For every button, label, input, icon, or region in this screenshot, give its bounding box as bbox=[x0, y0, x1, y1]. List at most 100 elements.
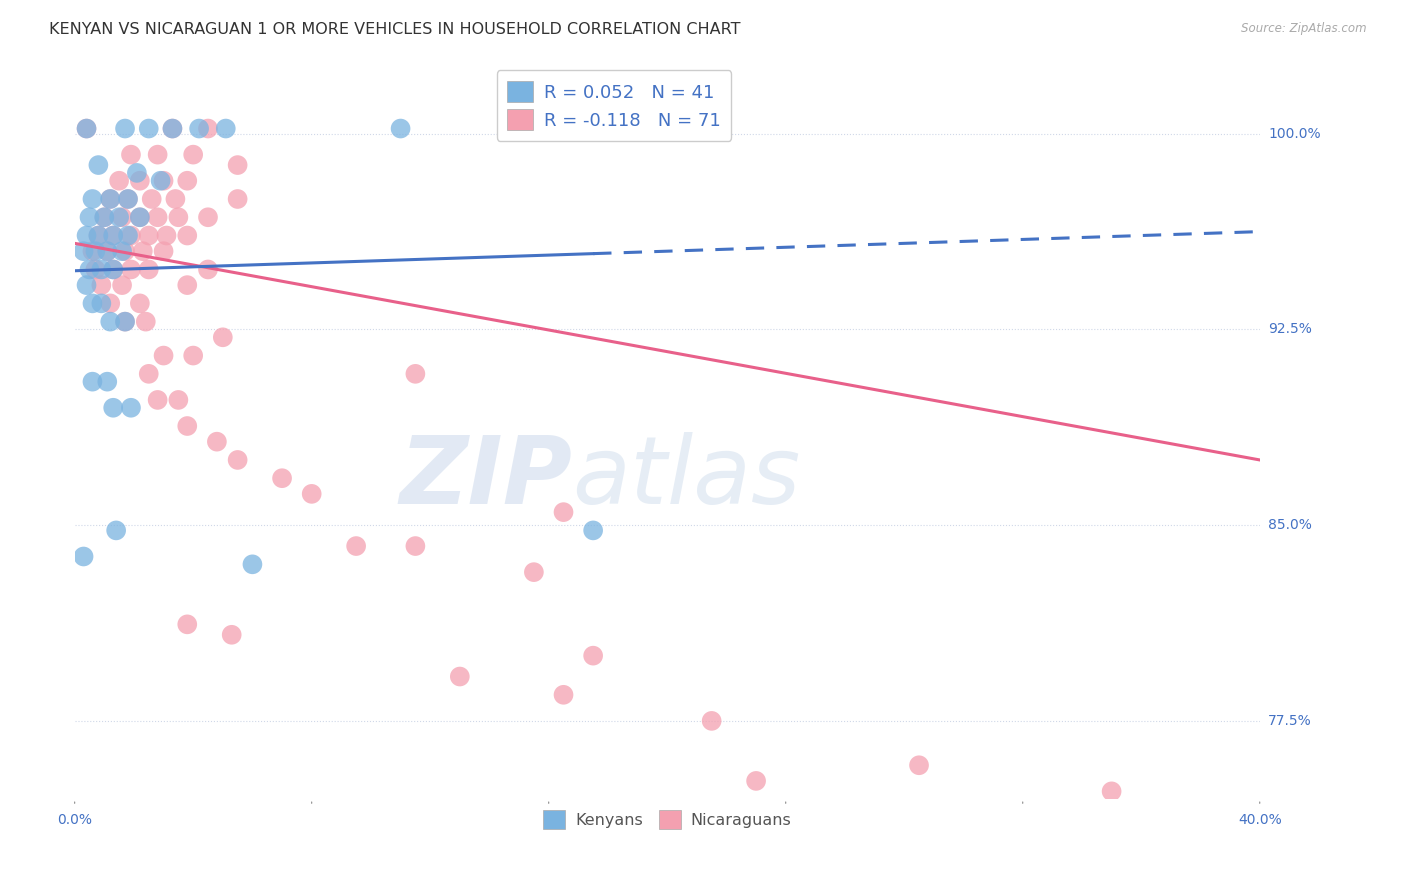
Point bbox=[117, 192, 139, 206]
Point bbox=[96, 375, 118, 389]
Text: 92.5%: 92.5% bbox=[1268, 323, 1312, 336]
Point bbox=[90, 262, 112, 277]
Point bbox=[404, 367, 426, 381]
Point bbox=[128, 211, 150, 225]
Point bbox=[87, 228, 110, 243]
Point bbox=[87, 158, 110, 172]
Point bbox=[167, 211, 190, 225]
Point bbox=[117, 192, 139, 206]
Point bbox=[908, 758, 931, 772]
Point bbox=[344, 539, 367, 553]
Point bbox=[197, 262, 219, 277]
Point bbox=[93, 211, 115, 225]
Point bbox=[93, 211, 115, 225]
Point bbox=[162, 121, 184, 136]
Point bbox=[700, 714, 723, 728]
Point bbox=[103, 262, 125, 277]
Text: 85.0%: 85.0% bbox=[1268, 518, 1312, 533]
Point bbox=[271, 471, 294, 485]
Point bbox=[226, 453, 249, 467]
Text: KENYAN VS NICARAGUAN 1 OR MORE VEHICLES IN HOUSEHOLD CORRELATION CHART: KENYAN VS NICARAGUAN 1 OR MORE VEHICLES … bbox=[49, 22, 741, 37]
Text: 77.5%: 77.5% bbox=[1268, 714, 1312, 728]
Point bbox=[82, 244, 104, 259]
Point bbox=[128, 174, 150, 188]
Text: Source: ZipAtlas.com: Source: ZipAtlas.com bbox=[1241, 22, 1367, 36]
Point bbox=[98, 192, 121, 206]
Point bbox=[96, 244, 118, 259]
Point bbox=[176, 617, 198, 632]
Point bbox=[221, 628, 243, 642]
Point bbox=[117, 228, 139, 243]
Point bbox=[132, 244, 155, 259]
Point bbox=[582, 524, 605, 538]
Point bbox=[138, 228, 160, 243]
Point bbox=[111, 211, 134, 225]
Point bbox=[138, 121, 160, 136]
Text: 100.0%: 100.0% bbox=[1268, 127, 1320, 141]
Point bbox=[128, 211, 150, 225]
Legend: Kenyans, Nicaraguans: Kenyans, Nicaraguans bbox=[537, 804, 797, 835]
Point bbox=[98, 296, 121, 310]
Text: 40.0%: 40.0% bbox=[1237, 814, 1282, 827]
Point bbox=[103, 228, 125, 243]
Point bbox=[82, 375, 104, 389]
Point bbox=[103, 262, 125, 277]
Point bbox=[114, 315, 136, 329]
Point bbox=[111, 244, 134, 259]
Point bbox=[553, 505, 575, 519]
Point bbox=[90, 278, 112, 293]
Point bbox=[155, 228, 177, 243]
Point bbox=[76, 228, 98, 243]
Point bbox=[76, 278, 98, 293]
Point bbox=[188, 121, 211, 136]
Point bbox=[389, 121, 412, 136]
Point bbox=[215, 121, 238, 136]
Point bbox=[1101, 784, 1123, 798]
Point bbox=[404, 539, 426, 553]
Point bbox=[226, 158, 249, 172]
Point bbox=[181, 349, 204, 363]
Point bbox=[72, 549, 94, 564]
Point bbox=[449, 669, 471, 683]
Point bbox=[176, 278, 198, 293]
Point bbox=[181, 147, 204, 161]
Point bbox=[205, 434, 228, 449]
Point bbox=[79, 211, 101, 225]
Point bbox=[120, 147, 142, 161]
Point bbox=[72, 244, 94, 259]
Point bbox=[114, 315, 136, 329]
Point bbox=[76, 121, 98, 136]
Point bbox=[146, 211, 169, 225]
Point bbox=[90, 296, 112, 310]
Point bbox=[149, 174, 172, 188]
Point bbox=[125, 166, 148, 180]
Point bbox=[553, 688, 575, 702]
Point bbox=[176, 174, 198, 188]
Point bbox=[98, 192, 121, 206]
Point bbox=[242, 558, 264, 572]
Point bbox=[84, 262, 107, 277]
Point bbox=[523, 565, 546, 579]
Point bbox=[120, 401, 142, 415]
Point bbox=[197, 121, 219, 136]
Point bbox=[176, 419, 198, 434]
Point bbox=[301, 487, 323, 501]
Point bbox=[165, 192, 187, 206]
Point bbox=[114, 121, 136, 136]
Point bbox=[141, 192, 163, 206]
Point bbox=[108, 211, 131, 225]
Point bbox=[745, 773, 768, 788]
Point bbox=[162, 121, 184, 136]
Point bbox=[197, 211, 219, 225]
Point bbox=[226, 192, 249, 206]
Point bbox=[111, 278, 134, 293]
Point bbox=[103, 228, 125, 243]
Point bbox=[120, 262, 142, 277]
Point bbox=[135, 315, 157, 329]
Text: ZIP: ZIP bbox=[399, 432, 572, 524]
Point bbox=[176, 228, 198, 243]
Point bbox=[211, 330, 233, 344]
Point bbox=[108, 174, 131, 188]
Point bbox=[582, 648, 605, 663]
Text: 0.0%: 0.0% bbox=[58, 814, 93, 827]
